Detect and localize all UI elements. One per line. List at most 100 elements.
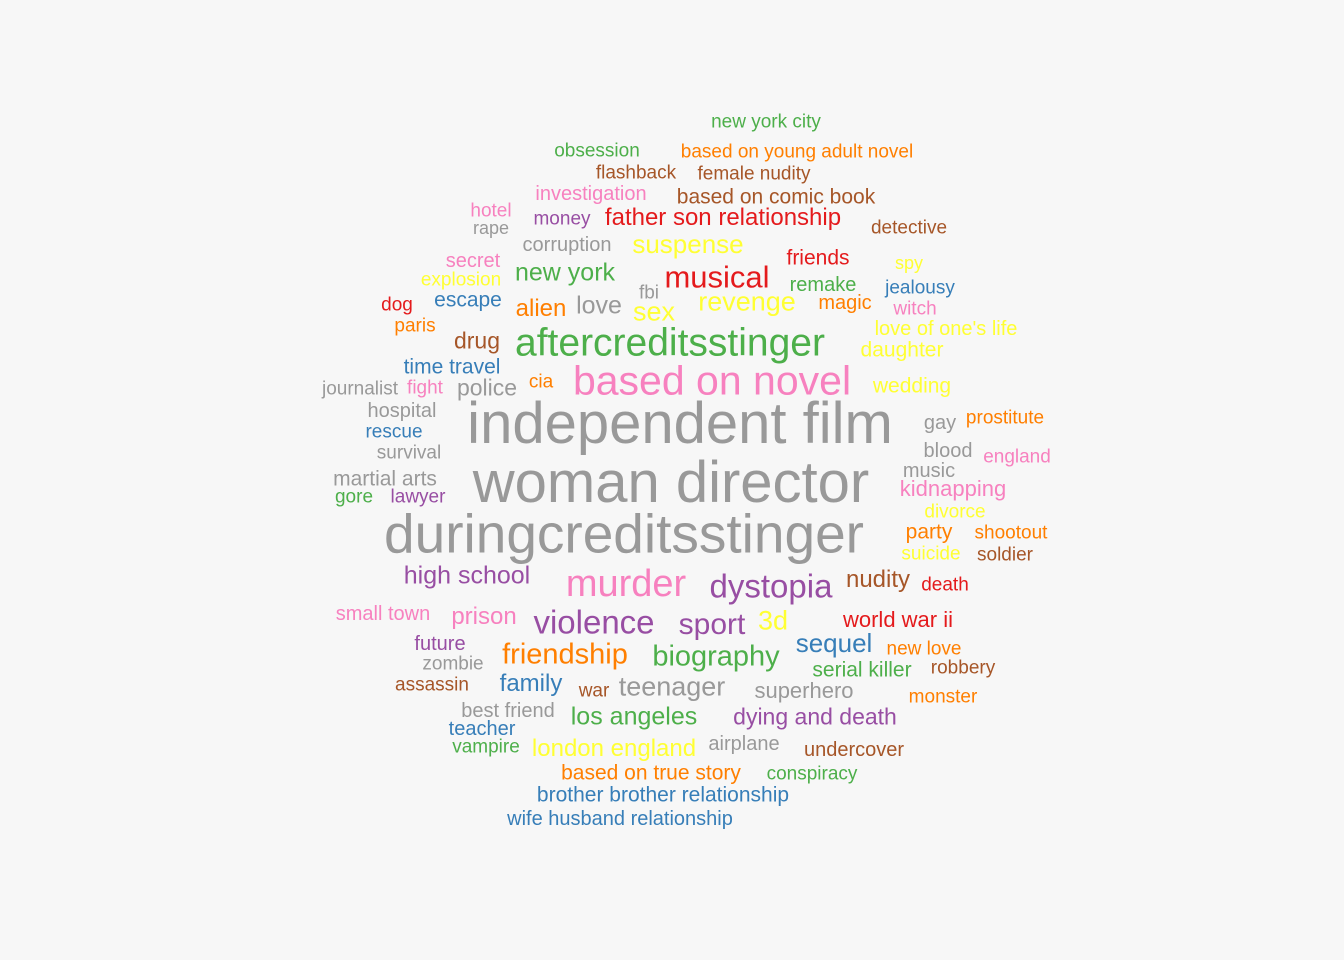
word-hospital: hospital [367, 400, 437, 422]
word-new-love: new love [886, 638, 962, 660]
word-kidnapping: kidnapping [899, 476, 1007, 501]
word-survival: survival [376, 442, 442, 464]
word-prison: prison [451, 603, 517, 630]
word-investigation: investigation [535, 183, 647, 205]
word-explosion: explosion [420, 269, 502, 291]
word-music: music [902, 460, 956, 482]
word-wedding: wedding [872, 374, 952, 398]
word-gore: gore [334, 486, 374, 508]
word-alien: alien [515, 295, 567, 322]
word-teenager: teenager [618, 671, 726, 702]
word-dystopia: dystopia [709, 567, 833, 605]
word-assassin: assassin [395, 674, 469, 696]
word-friends: friends [786, 246, 850, 270]
word-rape: rape [472, 218, 510, 238]
word-future: future [414, 633, 466, 655]
word-divorce: divorce [924, 501, 986, 523]
word-based-on-true-story: based on true story [561, 761, 741, 785]
word-love: love [576, 291, 622, 320]
word-love-of-one-s-life: love of one's life [874, 318, 1018, 340]
word-father-son-relationship: father son relationship [604, 204, 842, 231]
word-high-school: high school [403, 561, 531, 590]
word-sport: sport [678, 608, 746, 641]
word-daughter: daughter [860, 338, 944, 362]
word-soldier: soldier [977, 544, 1033, 566]
word-small-town: small town [335, 603, 431, 625]
word-police: police [456, 374, 518, 401]
word-serial-killer: serial killer [812, 658, 912, 682]
word-aftercreditsstinger: aftercreditsstinger [515, 321, 825, 365]
word-spy: spy [894, 253, 924, 273]
word-undercover: undercover [803, 739, 905, 761]
word-airplane: airplane [708, 733, 780, 755]
word-death: death [921, 574, 969, 596]
word-teacher: teacher [448, 718, 516, 740]
word-based-on-comic-book: based on comic book [676, 185, 876, 209]
word-dog: dog [381, 294, 413, 316]
word-superhero: superhero [754, 678, 854, 703]
word-los-angeles: los angeles [570, 702, 698, 731]
word-journalist: journalist [321, 378, 399, 400]
word-party: party [905, 520, 953, 544]
word-monster: monster [908, 686, 978, 708]
word-zombie: zombie [422, 653, 484, 675]
word-lawyer: lawyer [390, 486, 446, 508]
word-suspense: suspense [632, 229, 744, 259]
word-fight: fight [407, 377, 443, 399]
word-time-travel: time travel [403, 355, 501, 379]
word-wife-husband-relationship: wife husband relationship [507, 808, 733, 830]
word-female-nudity: female nudity [697, 163, 811, 185]
word-blood: blood [923, 440, 973, 462]
word-nudity: nudity [845, 566, 911, 593]
word-murder: murder [565, 563, 687, 605]
word-musical: musical [664, 259, 770, 295]
word-flashback: flashback [595, 162, 677, 184]
word-obsession: obsession [554, 140, 640, 162]
word-based-on-novel: based on novel [572, 357, 852, 404]
word-fbi: fbi [638, 282, 660, 304]
word-new-york: new york [514, 258, 616, 287]
word-escape: escape [434, 288, 502, 312]
word-witch: witch [893, 298, 937, 320]
word-suicide: suicide [901, 543, 961, 565]
word-paris: paris [394, 315, 436, 337]
word-martial-arts: martial arts [333, 467, 437, 491]
word-money: money [533, 208, 591, 230]
word-brother-brother-relationship: brother brother relationship [536, 783, 790, 807]
word-shootout: shootout [974, 522, 1048, 544]
word-sex: sex [632, 296, 676, 327]
word-conspiracy: conspiracy [766, 763, 858, 785]
word-robbery: robbery [930, 657, 996, 679]
word-war: war [578, 680, 610, 702]
word-biography: biography [652, 640, 780, 673]
word-prostitute: prostitute [965, 407, 1045, 429]
word-based-on-young-adult-novel: based on young adult novel [680, 141, 914, 163]
word-cia: cia [528, 371, 554, 393]
word-dying-and-death: dying and death [733, 703, 897, 730]
word-detective: detective [870, 217, 948, 239]
word-vampire: vampire [452, 736, 520, 758]
word-remake: remake [789, 274, 857, 296]
word-woman-director: woman director [472, 450, 870, 515]
word-london-england: london england [531, 735, 697, 762]
word-revenge: revenge [698, 286, 796, 317]
word-secret: secret [445, 250, 501, 272]
word-magic: magic [818, 292, 872, 314]
word-violence: violence [533, 603, 655, 641]
word-sequel: sequel [795, 628, 873, 658]
word-world-war-ii: world war ii [842, 607, 954, 632]
word-best-friend: best friend [461, 700, 555, 722]
word-jealousy: jealousy [885, 277, 955, 299]
word-new-york-city: new york city [711, 111, 821, 133]
word-england: england [983, 446, 1051, 468]
word-drug: drug [453, 327, 501, 354]
word-rescue: rescue [365, 421, 423, 443]
word-3d: 3d [757, 605, 789, 636]
word-hotel: hotel [470, 200, 512, 222]
word-gay: gay [923, 412, 957, 434]
word-corruption: corruption [522, 234, 612, 256]
word-friendship: friendship [502, 638, 628, 671]
word-duringcreditsstinger: duringcreditsstinger [384, 502, 864, 565]
word-family: family [499, 670, 563, 697]
